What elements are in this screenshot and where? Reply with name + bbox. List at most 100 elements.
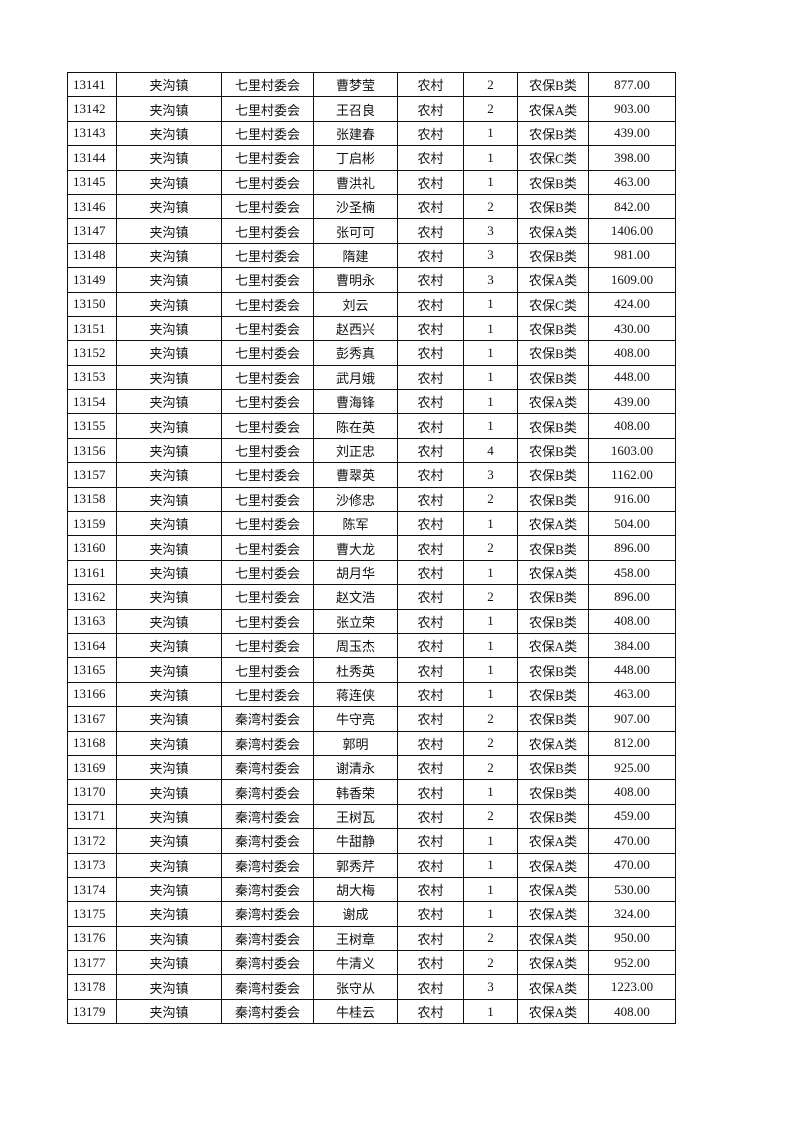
cell-household-count: 1 [463,413,518,439]
cell-insurance-category: 农保A类 [517,218,589,244]
cell-amount: 408.00 [588,340,676,366]
cell-town: 夹沟镇 [116,462,222,488]
cell-area-type: 农村 [397,925,464,952]
cell-person-name: 陈军 [313,511,398,537]
table-row: 13170 夹沟镇 秦湾村委会 韩香荣 农村 1 农保B类 408.00 [67,779,676,805]
cell-village-committee: 七里村委会 [221,535,314,561]
cell-area-type: 农村 [397,486,464,513]
cell-area-type: 农村 [397,535,464,561]
table-row: 13169 夹沟镇 秦湾村委会 谢清永 农村 2 农保B类 925.00 [67,754,676,781]
cell-person-name: 韩香荣 [313,779,398,805]
cell-town: 夹沟镇 [116,828,222,854]
cell-household-count: 1 [463,608,518,634]
cell-area-type: 农村 [397,437,464,464]
cell-town: 夹沟镇 [116,218,222,244]
cell-area-type: 农村 [397,608,464,634]
cell-insurance-category: 农保B类 [517,779,589,805]
cell-amount: 408.00 [588,779,676,805]
cell-household-count: 1 [463,901,518,927]
cell-household-count: 2 [463,584,518,610]
cell-town: 夹沟镇 [116,852,222,878]
cell-amount: 877.00 [588,71,676,98]
cell-town: 夹沟镇 [116,803,222,830]
cell-insurance-category: 农保B类 [517,754,589,781]
cell-amount: 530.00 [588,876,676,903]
cell-person-name: 王树章 [313,925,398,952]
cell-row-id: 13156 [67,437,117,464]
cell-area-type: 农村 [397,559,464,586]
cell-amount: 981.00 [588,242,676,269]
cell-household-count: 1 [463,876,518,903]
cell-area-type: 农村 [397,462,464,488]
cell-household-count: 1 [463,681,518,708]
cell-amount: 448.00 [588,657,676,683]
cell-village-committee: 七里村委会 [221,120,314,147]
table-row: 13178 夹沟镇 秦湾村委会 张守从 农村 3 农保A类 1223.00 [67,974,676,1000]
table-row: 13161 夹沟镇 七里村委会 胡月华 农村 1 农保A类 458.00 [67,559,676,586]
cell-town: 夹沟镇 [116,242,222,269]
table-body: 13141 夹沟镇 七里村委会 曹梦莹 农村 2 农保B类 877.00 13142 夹沟镇 七里村… [67,71,676,1025]
cell-village-committee: 七里村委会 [221,389,314,415]
cell-household-count: 1 [463,120,518,147]
cell-person-name: 胡月华 [313,559,398,586]
cell-row-id: 13149 [67,267,117,293]
cell-row-id: 13146 [67,193,117,220]
cell-village-committee: 七里村委会 [221,584,314,610]
cell-insurance-category: 农保B类 [517,803,589,830]
cell-area-type: 农村 [397,389,464,415]
cell-household-count: 4 [463,437,518,464]
cell-row-id: 13178 [67,974,117,1000]
cell-insurance-category: 农保B类 [517,340,589,366]
table-row: 13147 夹沟镇 七里村委会 张可可 农村 3 农保A类 1406.00 [67,218,676,244]
table-row: 13157 夹沟镇 七里村委会 曹翠英 农村 3 农保B类 1162.00 [67,462,676,488]
cell-row-id: 13147 [67,218,117,244]
cell-town: 夹沟镇 [116,925,222,952]
cell-amount: 470.00 [588,852,676,878]
cell-town: 夹沟镇 [116,413,222,439]
table-row: 13166 夹沟镇 七里村委会 蒋连侠 农村 1 农保B类 463.00 [67,681,676,708]
cell-insurance-category: 农保A类 [517,511,589,537]
cell-village-committee: 七里村委会 [221,291,314,317]
cell-insurance-category: 农保A类 [517,950,589,976]
cell-area-type: 农村 [397,706,464,732]
cell-insurance-category: 农保B类 [517,535,589,561]
cell-person-name: 郭秀芹 [313,852,398,878]
table-row: 13159 夹沟镇 七里村委会 陈军 农村 1 农保A类 504.00 [67,511,676,537]
cell-area-type: 农村 [397,657,464,683]
cell-insurance-category: 农保A类 [517,901,589,927]
cell-town: 夹沟镇 [116,389,222,415]
cell-person-name: 张立荣 [313,608,398,634]
cell-village-committee: 七里村委会 [221,608,314,634]
cell-row-id: 13167 [67,706,117,732]
cell-household-count: 1 [463,340,518,366]
table-row: 13156 夹沟镇 七里村委会 刘正忠 农村 4 农保B类 1603.00 [67,437,676,464]
cell-town: 夹沟镇 [116,437,222,464]
cell-village-committee: 七里村委会 [221,242,314,269]
cell-row-id: 13148 [67,242,117,269]
cell-person-name: 牛桂云 [313,998,398,1025]
cell-row-id: 13141 [67,71,117,98]
cell-insurance-category: 农保B类 [517,706,589,732]
cell-village-committee: 秦湾村委会 [221,803,314,830]
cell-insurance-category: 农保C类 [517,291,589,317]
cell-village-committee: 七里村委会 [221,681,314,708]
cell-person-name: 胡大梅 [313,876,398,903]
cell-area-type: 农村 [397,754,464,781]
cell-insurance-category: 农保B类 [517,71,589,98]
cell-person-name: 赵文浩 [313,584,398,610]
cell-household-count: 3 [463,974,518,1000]
cell-row-id: 13179 [67,998,117,1025]
cell-household-count: 1 [463,389,518,415]
cell-insurance-category: 农保B类 [517,193,589,220]
cell-person-name: 牛守亮 [313,706,398,732]
table-row: 13167 夹沟镇 秦湾村委会 牛守亮 农村 2 农保B类 907.00 [67,706,676,732]
cell-amount: 896.00 [588,535,676,561]
table-row: 13151 夹沟镇 七里村委会 赵西兴 农村 1 农保B类 430.00 [67,315,676,342]
cell-village-committee: 七里村委会 [221,486,314,513]
cell-row-id: 13170 [67,779,117,805]
cell-village-committee: 七里村委会 [221,71,314,98]
cell-town: 夹沟镇 [116,71,222,98]
cell-row-id: 13152 [67,340,117,366]
cell-town: 夹沟镇 [116,779,222,805]
cell-amount: 896.00 [588,584,676,610]
